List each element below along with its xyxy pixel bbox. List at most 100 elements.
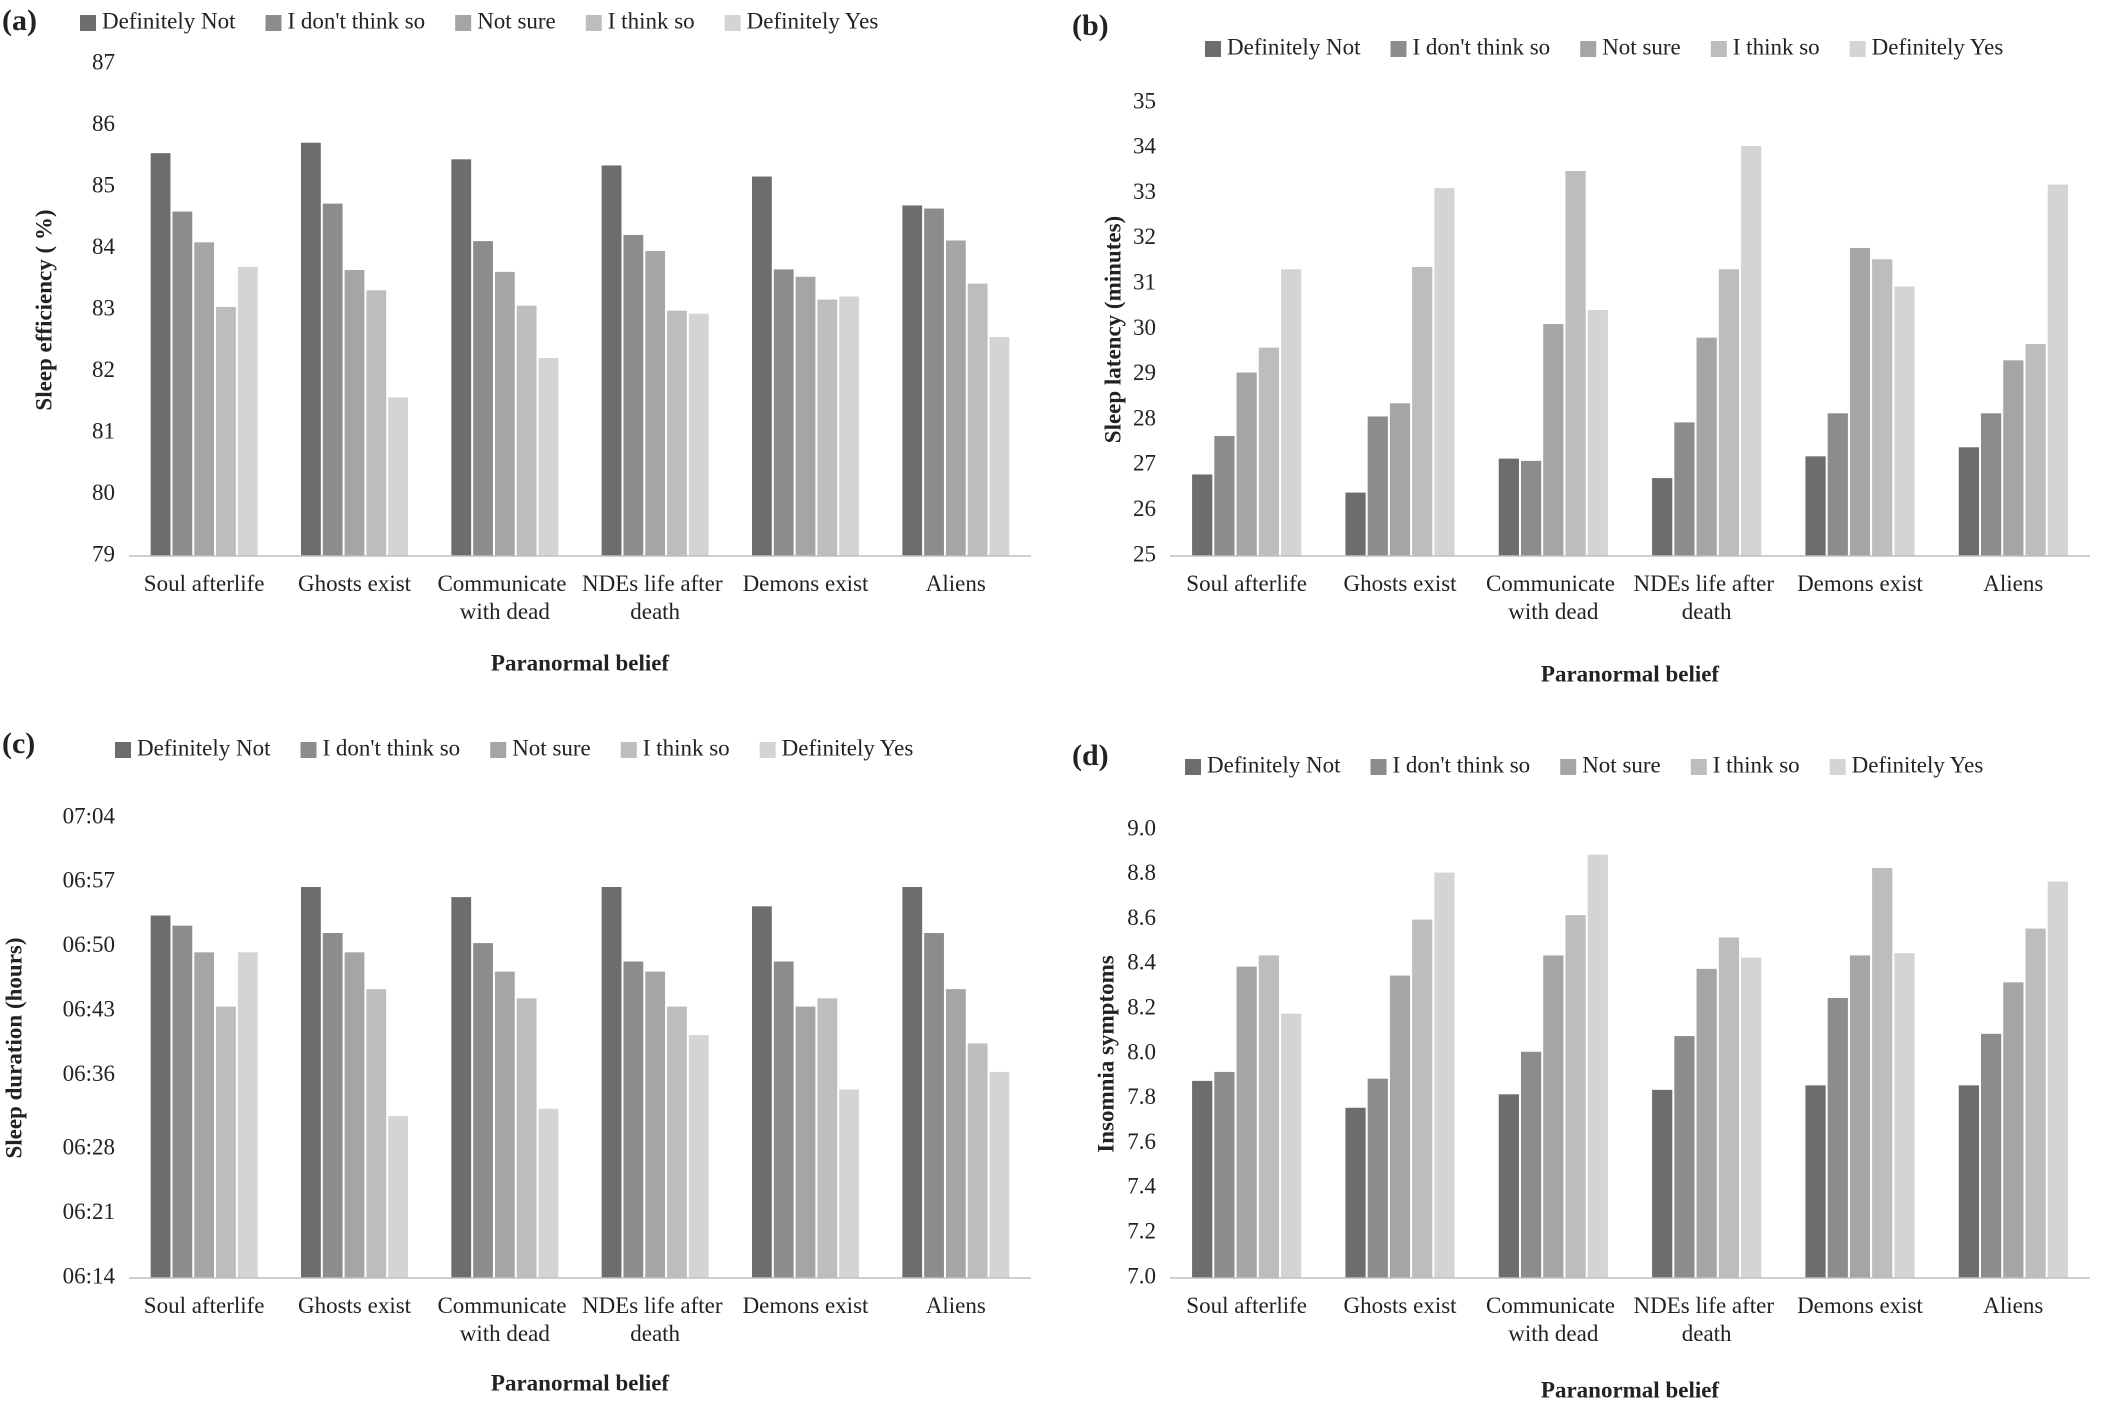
bar [1565,915,1586,1278]
x-tick-label: NDEs life after death [1634,1293,1780,1346]
bar [688,1035,709,1278]
bar [623,234,644,556]
x-tick-label: Ghosts exist [298,1293,412,1318]
bar [473,241,493,556]
y-tick-label: 84 [92,234,116,259]
bar [1214,1071,1235,1278]
legend-label: I think so [643,735,730,760]
bar [538,357,559,556]
legend-swatch [115,742,131,758]
x-tick-label: NDEs life after death [582,1293,728,1346]
bar [2047,881,2068,1278]
y-tick-label: 35 [1133,88,1156,113]
y-tick-label: 79 [92,541,115,566]
x-tick-label: Communicate with dead [437,1293,572,1346]
bar [688,313,709,556]
bar [924,933,944,1278]
label-line: Aliens [926,1293,986,1318]
legend-swatch [1185,759,1201,775]
y-axis-title: Sleep efficiency ( %) [31,209,56,410]
bar [945,240,966,556]
x-tick-label: Communicate with dead [1486,571,1621,624]
x-tick-label: Demons exist [743,1293,869,1318]
bar [516,305,537,556]
x-tick-label: Soul afterlife [1186,1293,1307,1318]
bar [839,296,859,556]
y-tick-label: 06:21 [63,1199,115,1224]
x-tick-label: Aliens [926,1293,986,1318]
legend-swatch [620,742,637,758]
legend-swatch [1710,41,1727,57]
label-line: with dead [1508,1321,1599,1346]
label-line: Ghosts exist [1343,571,1457,596]
x-axis-title: Paranormal belief [491,650,670,675]
y-tick-label: 7.8 [1127,1084,1156,1109]
bar [1587,310,1608,556]
bar [237,266,258,556]
y-tick-label: 9.0 [1127,815,1156,840]
y-axis-title: Insomnia symptoms [1093,955,1118,1153]
bar [366,989,387,1278]
y-tick-label: 30 [1133,315,1156,340]
label-line: Demons exist [1797,571,1923,596]
x-tick-label: Communicate with dead [1486,1293,1621,1346]
legend-label: I think so [608,8,695,33]
label-line: Demons exist [1797,1293,1923,1318]
bar [752,176,772,557]
y-tick-label: 7.2 [1127,1218,1156,1243]
bar [1367,416,1388,556]
y-tick-label: 8.8 [1127,860,1156,885]
bar [494,271,515,556]
bar [1805,1085,1826,1278]
legend-label: Not sure [1582,752,1661,777]
bar [1520,460,1542,556]
bar [1894,286,1915,556]
legend-swatch [1370,759,1387,775]
legend-label: Definitely Yes [1852,752,1984,777]
legend-swatch [1560,759,1577,775]
bar [795,276,816,556]
bar [645,971,666,1278]
bar [1652,1089,1673,1278]
x-tick-label: Aliens [1983,1293,2043,1318]
bar [1827,413,1848,556]
bar [1389,403,1411,556]
y-tick-label: 06:14 [63,1263,116,1288]
y-tick-label: 7.6 [1127,1129,1156,1154]
bar [1674,1036,1695,1278]
y-tick-label: 83 [92,295,115,320]
y-axis-title: Sleep latency (minutes) [1100,216,1125,443]
y-tick-label: 28 [1133,405,1156,430]
x-axis-title: Paranormal belief [1541,661,1720,686]
bar [1258,955,1280,1278]
label-line: Ghosts exist [298,571,412,596]
bar [322,203,343,557]
bar [1674,422,1695,556]
y-tick-label: 27 [1133,451,1156,476]
x-tick-label: Soul afterlife [144,1293,265,1318]
bar [817,299,838,556]
label-line: death [1682,599,1732,624]
label-line: Ghosts exist [1343,1293,1457,1318]
bar [2025,343,2046,556]
bar [1367,1078,1388,1278]
x-axis-title: Paranormal belief [491,1370,670,1395]
bar [1520,1051,1542,1278]
y-tick-label: 25 [1133,541,1156,566]
bar [989,337,1010,556]
bar [1958,1085,1979,1278]
y-tick-label: 06:28 [63,1134,115,1159]
bar [1565,170,1586,556]
bar [1741,957,1762,1278]
bar [1958,447,1979,556]
bar [172,211,193,556]
bar [1741,146,1762,556]
x-tick-label: Aliens [926,571,986,596]
legend-label: I think so [1713,752,1800,777]
y-tick-label: 32 [1133,224,1156,249]
label-line: with dead [460,599,551,624]
legend-label: Definitely Not [1207,752,1341,777]
label-line: Communicate [437,1293,572,1318]
bar [516,998,537,1278]
